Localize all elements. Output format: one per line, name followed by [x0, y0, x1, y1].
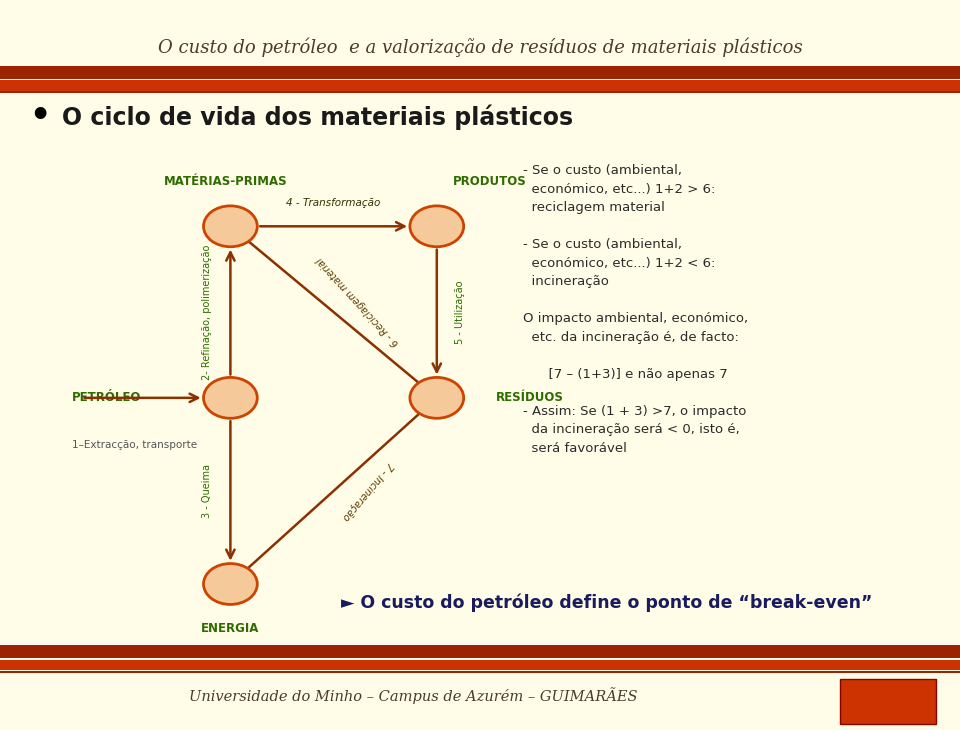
- Bar: [0, 671, 960, 673]
- Bar: [0, 66, 960, 79]
- Text: MATÉRIAS-PRIMAS: MATÉRIAS-PRIMAS: [164, 175, 287, 188]
- Circle shape: [204, 206, 257, 247]
- Text: PRODUTOS: PRODUTOS: [453, 175, 526, 188]
- Text: PETRÓLEO: PETRÓLEO: [72, 391, 141, 404]
- Bar: [0, 660, 960, 670]
- Bar: [0, 645, 960, 658]
- Text: O ciclo de vida dos materiais plásticos: O ciclo de vida dos materiais plásticos: [62, 104, 573, 129]
- Text: - Se o custo (ambiental,
  económico, etc...) 1+2 > 6:
  reciclagem material

- : - Se o custo (ambiental, económico, etc.…: [523, 164, 749, 455]
- Bar: [840, 679, 936, 724]
- Text: 5 - Utilização: 5 - Utilização: [455, 280, 465, 344]
- Bar: [0, 91, 960, 93]
- Text: 1–Extracção, transporte: 1–Extracção, transporte: [72, 440, 197, 450]
- Circle shape: [410, 377, 464, 418]
- Text: 7 - Incineração: 7 - Incineração: [340, 460, 395, 522]
- Text: RESÍDUOS: RESÍDUOS: [496, 391, 564, 404]
- Circle shape: [410, 206, 464, 247]
- Text: 6 - Reciclagem material: 6 - Reciclagem material: [315, 255, 400, 347]
- Circle shape: [204, 377, 257, 418]
- Text: O custo do petróleo  e a valorização de resíduos de materiais plásticos: O custo do petróleo e a valorização de r…: [157, 38, 803, 57]
- Text: Universidade do Minho – Campus de Azurém – GUIMARÃES: Universidade do Minho – Campus de Azurém…: [188, 687, 637, 704]
- Text: ► O custo do petróleo define o ponto de “break-even”: ► O custo do petróleo define o ponto de …: [341, 593, 873, 612]
- Text: 3 - Queima: 3 - Queima: [203, 464, 212, 518]
- Text: 2- Refinação, polimerização: 2- Refinação, polimerização: [203, 245, 212, 380]
- Text: •: •: [29, 100, 50, 134]
- Circle shape: [204, 564, 257, 604]
- Bar: [0, 80, 960, 91]
- Text: 4 - Transformação: 4 - Transformação: [286, 198, 381, 208]
- Text: ENERGIA: ENERGIA: [202, 622, 259, 635]
